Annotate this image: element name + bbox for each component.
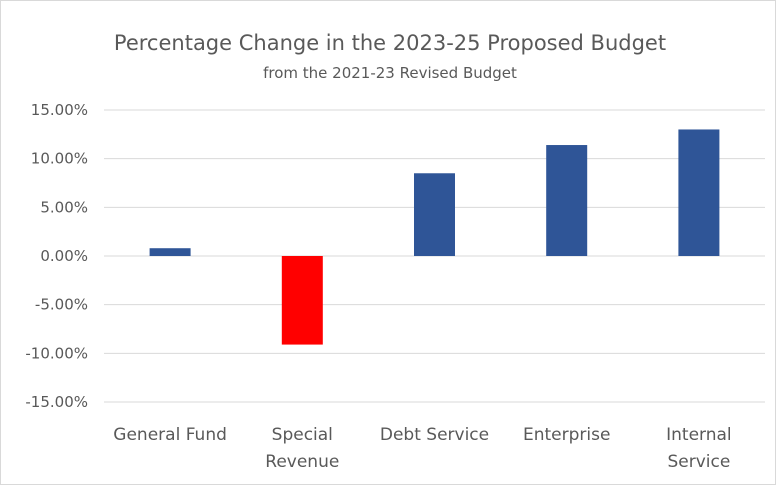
x-tick-label: General Fund bbox=[113, 425, 227, 445]
y-tick-label: -15.00% bbox=[25, 393, 88, 411]
chart-subtitle: from the 2021-23 Revised Budget bbox=[263, 64, 517, 82]
x-tick-label: Special Revenue bbox=[265, 425, 339, 472]
y-tick-label: -10.00% bbox=[25, 344, 88, 362]
x-tick-label-line: Special bbox=[272, 425, 333, 445]
x-tick-label-line: Revenue bbox=[265, 452, 339, 472]
y-tick-label: 5.00% bbox=[40, 198, 88, 216]
y-tick-label: 10.00% bbox=[31, 150, 88, 168]
x-tick-label: Enterprise bbox=[523, 425, 610, 445]
bar-enterprise bbox=[546, 145, 588, 256]
bar-general-fund bbox=[149, 248, 191, 256]
y-tick-label: 0.00% bbox=[40, 247, 88, 265]
bar-internal-service bbox=[678, 129, 720, 256]
bar-special-revenue bbox=[281, 256, 323, 345]
y-axis-ticks: 15.00% 10.00% 5.00% 0.00% -5.00% -10.00% -15.0… bbox=[25, 101, 88, 411]
x-tick-label: Internal Service bbox=[666, 425, 732, 472]
y-tick-label: -5.00% bbox=[35, 296, 88, 314]
bars bbox=[149, 129, 720, 345]
x-tick-label: Debt Service bbox=[380, 425, 489, 445]
x-tick-label-line: Service bbox=[667, 452, 730, 472]
chart-title: Percentage Change in the 2023-25 Propose… bbox=[114, 31, 666, 55]
y-tick-label: 15.00% bbox=[31, 101, 88, 119]
x-tick-label-line: Debt Service bbox=[380, 425, 489, 445]
x-tick-label-line: Enterprise bbox=[523, 425, 610, 445]
x-tick-label-line: General Fund bbox=[113, 425, 227, 445]
x-axis-ticks: General Fund Special Revenue Debt Service En… bbox=[113, 425, 731, 472]
bar-debt-service bbox=[414, 173, 455, 256]
x-tick-label-line: Internal bbox=[666, 425, 732, 445]
gridlines bbox=[104, 109, 765, 403]
